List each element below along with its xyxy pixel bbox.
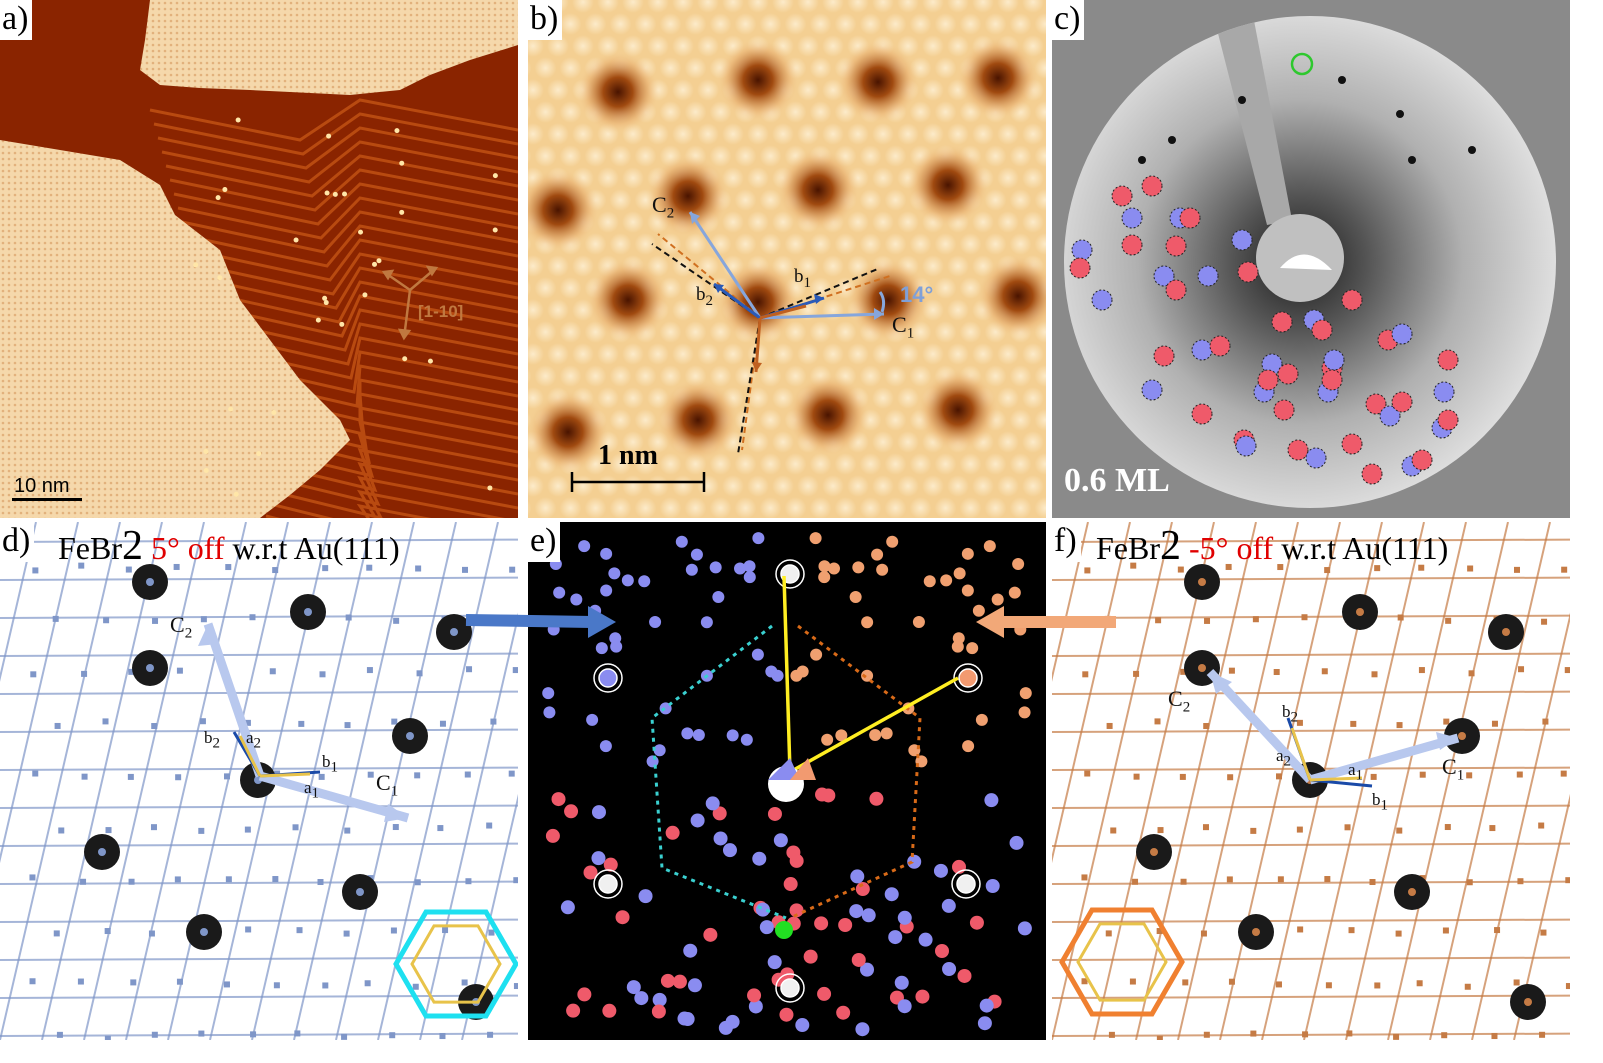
- upper-terrace-top: [140, 0, 518, 95]
- diffraction-spots: [1069, 76, 1476, 485]
- adatom-dots: [193, 117, 498, 497]
- angle-label: 14°: [900, 282, 934, 307]
- panel-c-image: [1052, 0, 1570, 518]
- vector-label-c1: C1: [376, 770, 399, 800]
- panel-f-model-minus5: f) FeBr2 -5° off w.r.t Au(111) C2 b2 a2 …: [1052, 522, 1570, 1040]
- title-f: FeBr2 -5° off w.r.t Au(111): [1096, 523, 1449, 569]
- panel-label-b: b): [528, 0, 563, 40]
- lattice-points: [29, 562, 518, 1040]
- brillouin-zones: [393, 909, 518, 1019]
- upper-terrace-left: [0, 140, 350, 518]
- crystal-direction-arrows: [381, 265, 439, 341]
- panel-f-image: [1052, 522, 1570, 1040]
- direction-label-a: [1-10]: [418, 302, 464, 321]
- panel-label-c: c): [1052, 0, 1085, 40]
- lattice-vectors: [688, 211, 886, 373]
- panel-label-a: a): [0, 0, 33, 40]
- vector-label-a1: a1: [1348, 760, 1364, 784]
- vector-label-b2: b2: [204, 728, 220, 752]
- lattice-lines: [1052, 522, 1570, 1040]
- specular-marker: [775, 921, 793, 939]
- panel-a-image: [0, 0, 518, 518]
- simulated-spots: [542, 532, 1032, 1037]
- scale-label-b: 1 nm: [598, 440, 658, 471]
- vector-label-b1: b1: [794, 266, 811, 291]
- vector-label-c2: C2: [170, 612, 193, 642]
- brillouin-zones: [1059, 907, 1185, 1017]
- scale-bar-b: [570, 472, 706, 492]
- coverage-label: 0.6 ML: [1064, 462, 1170, 499]
- panel-a-stm-overview: a) 10 nm [1-10]: [0, 0, 518, 518]
- vector-label-c2: C2: [1168, 686, 1191, 716]
- scale-bar-a: [12, 498, 82, 501]
- moire-points: [84, 564, 494, 1020]
- herringbone-ridges: [149, 98, 518, 518]
- vector-label-c1: C1: [1442, 754, 1465, 784]
- scale-label-a: 10 nm: [14, 475, 70, 497]
- vector-label-b2: b2: [696, 284, 713, 309]
- panel-label-e: e): [528, 522, 561, 562]
- title-d: FeBr2 5° off w.r.t Au(111): [58, 523, 400, 569]
- panel-e-simulated-leed: e): [528, 522, 1046, 1040]
- panel-d-model-plus5: d) FeBr2 5° off w.r.t Au(111) C2 b2 a2 b…: [0, 522, 518, 1040]
- ring-markers: [593, 559, 983, 1003]
- zone-vectors: [782, 575, 959, 774]
- zone-boundaries: [650, 624, 922, 920]
- vector-label-a2: a2: [1276, 746, 1292, 770]
- panel-b-image: [528, 0, 1046, 518]
- vector-label-a1: a1: [304, 778, 320, 802]
- vector-label-b2: b2: [1282, 702, 1298, 726]
- vector-label-a2: a2: [246, 728, 262, 752]
- panel-label-d: d): [0, 522, 35, 562]
- panel-b-stm-moire: b) C2 b2 b1 C1 14° 1 nm: [528, 0, 1046, 518]
- panel-d-image: [0, 522, 518, 1040]
- lattice-vectors: [1206, 668, 1460, 788]
- lattice-lines: [0, 522, 518, 1040]
- panel-label-f: f): [1052, 522, 1081, 562]
- panel-c-leed: c) 0.6 ML: [1052, 0, 1570, 518]
- vector-label-c1: C1: [892, 312, 915, 342]
- moire-minima: [528, 36, 1046, 474]
- vector-label-b1: b1: [322, 752, 338, 776]
- moire-points: [1136, 564, 1546, 1020]
- vector-label-c2: C2: [652, 192, 675, 222]
- electron-gun-holder: [1212, 16, 1292, 225]
- panel-e-image: [528, 522, 1046, 1040]
- highlighted-spot: [1290, 52, 1314, 76]
- lattice-vectors: [198, 622, 410, 823]
- vector-label-b1: b1: [1372, 790, 1388, 814]
